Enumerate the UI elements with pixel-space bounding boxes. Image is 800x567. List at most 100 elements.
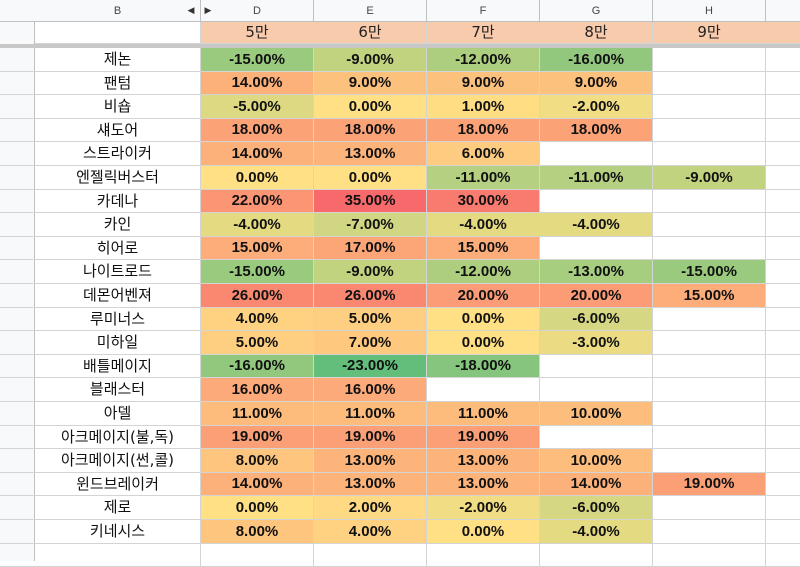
empty-cell[interactable] bbox=[653, 308, 766, 331]
value-cell[interactable]: 0.00% bbox=[427, 331, 540, 355]
value-cell[interactable]: 4.00% bbox=[201, 308, 314, 331]
value-cell[interactable]: 19.00% bbox=[201, 426, 314, 449]
value-cell[interactable]: 13.00% bbox=[427, 449, 540, 473]
empty-cell[interactable] bbox=[540, 426, 653, 449]
row-header[interactable] bbox=[0, 544, 35, 567]
value-cell[interactable]: 19.00% bbox=[427, 426, 540, 449]
row-header[interactable] bbox=[0, 48, 35, 72]
row-header[interactable] bbox=[0, 72, 35, 95]
class-name-cell[interactable]: 나이트로드 bbox=[35, 260, 201, 284]
value-cell[interactable]: 19.00% bbox=[314, 426, 427, 449]
header-extra-cell[interactable] bbox=[766, 22, 800, 44]
value-cell[interactable]: 18.00% bbox=[314, 119, 427, 142]
row-header[interactable] bbox=[0, 378, 35, 402]
value-cell[interactable]: -2.00% bbox=[427, 496, 540, 520]
value-cell[interactable]: -18.00% bbox=[427, 355, 540, 378]
value-cell[interactable]: 35.00% bbox=[314, 190, 427, 213]
value-cell[interactable]: -23.00% bbox=[314, 355, 427, 378]
column-header-d[interactable]: D bbox=[201, 0, 314, 22]
row-header[interactable] bbox=[0, 402, 35, 426]
value-cell[interactable]: 14.00% bbox=[201, 72, 314, 95]
empty-cell[interactable] bbox=[766, 284, 800, 308]
value-cell[interactable]: 5.00% bbox=[314, 308, 427, 331]
empty-cell[interactable] bbox=[540, 237, 653, 260]
value-cell[interactable]: -15.00% bbox=[653, 260, 766, 284]
empty-cell[interactable] bbox=[766, 520, 800, 544]
value-cell[interactable]: 18.00% bbox=[540, 119, 653, 142]
value-cell[interactable]: -12.00% bbox=[427, 260, 540, 284]
column-header-f[interactable]: F bbox=[427, 0, 540, 22]
class-name-cell[interactable]: 제논 bbox=[35, 48, 201, 72]
scroll-left-icon[interactable]: ◀ bbox=[187, 6, 195, 16]
value-cell[interactable]: 1.00% bbox=[427, 95, 540, 119]
value-cell[interactable]: 6.00% bbox=[427, 142, 540, 166]
value-cell[interactable]: -4.00% bbox=[540, 213, 653, 237]
empty-cell[interactable] bbox=[427, 378, 540, 402]
value-cell[interactable]: 4.00% bbox=[314, 520, 427, 544]
empty-cell[interactable] bbox=[35, 544, 201, 567]
class-name-cell[interactable]: 데몬어벤져 bbox=[35, 284, 201, 308]
empty-cell[interactable] bbox=[766, 355, 800, 378]
empty-cell[interactable] bbox=[766, 378, 800, 402]
empty-cell[interactable] bbox=[766, 449, 800, 473]
value-cell[interactable]: -9.00% bbox=[653, 166, 766, 190]
value-cell[interactable]: 11.00% bbox=[427, 402, 540, 426]
empty-cell[interactable] bbox=[314, 544, 427, 567]
value-cell[interactable]: 18.00% bbox=[427, 119, 540, 142]
row-header[interactable] bbox=[0, 426, 35, 449]
row-header-column[interactable] bbox=[0, 22, 35, 561]
value-cell[interactable]: 26.00% bbox=[201, 284, 314, 308]
value-cell[interactable]: 14.00% bbox=[201, 142, 314, 166]
value-cell[interactable]: -11.00% bbox=[427, 166, 540, 190]
tier-header-cell[interactable]: 5만 bbox=[201, 22, 314, 44]
row-header[interactable] bbox=[0, 166, 35, 190]
frozen-row-divider[interactable] bbox=[0, 44, 800, 48]
value-cell[interactable]: 9.00% bbox=[314, 72, 427, 95]
value-cell[interactable]: -9.00% bbox=[314, 48, 427, 72]
value-cell[interactable]: 13.00% bbox=[427, 473, 540, 496]
value-cell[interactable]: 16.00% bbox=[314, 378, 427, 402]
tier-header-cell[interactable]: 8만 bbox=[540, 22, 653, 44]
class-name-cell[interactable]: 아델 bbox=[35, 402, 201, 426]
class-name-cell[interactable]: 카인 bbox=[35, 213, 201, 237]
class-name-cell[interactable]: 엔젤릭버스터 bbox=[35, 166, 201, 190]
value-cell[interactable]: 0.00% bbox=[314, 95, 427, 119]
empty-cell[interactable] bbox=[653, 544, 766, 567]
row-header[interactable] bbox=[0, 331, 35, 355]
row-header[interactable] bbox=[0, 355, 35, 378]
value-cell[interactable]: 20.00% bbox=[427, 284, 540, 308]
row-header[interactable] bbox=[0, 496, 35, 520]
empty-cell[interactable] bbox=[653, 355, 766, 378]
value-cell[interactable]: 0.00% bbox=[427, 308, 540, 331]
empty-cell[interactable] bbox=[766, 260, 800, 284]
empty-cell[interactable] bbox=[653, 190, 766, 213]
value-cell[interactable]: 13.00% bbox=[314, 142, 427, 166]
empty-cell[interactable] bbox=[653, 119, 766, 142]
value-cell[interactable]: -16.00% bbox=[540, 48, 653, 72]
empty-cell[interactable] bbox=[766, 473, 800, 496]
row-header[interactable] bbox=[0, 213, 35, 237]
empty-cell[interactable] bbox=[201, 544, 314, 567]
row-header[interactable] bbox=[0, 308, 35, 331]
class-name-cell[interactable]: 아크메이지(불,독) bbox=[35, 426, 201, 449]
value-cell[interactable]: -6.00% bbox=[540, 308, 653, 331]
value-cell[interactable]: -9.00% bbox=[314, 260, 427, 284]
class-name-cell[interactable]: 아크메이지(썬,콜) bbox=[35, 449, 201, 473]
row-header[interactable] bbox=[0, 237, 35, 260]
class-name-cell[interactable]: 스트라이커 bbox=[35, 142, 201, 166]
empty-cell[interactable] bbox=[766, 95, 800, 119]
empty-cell[interactable] bbox=[766, 213, 800, 237]
empty-cell[interactable] bbox=[766, 48, 800, 72]
value-cell[interactable]: 0.00% bbox=[201, 166, 314, 190]
empty-cell[interactable] bbox=[766, 72, 800, 95]
value-cell[interactable]: -6.00% bbox=[540, 496, 653, 520]
class-name-cell[interactable]: 키네시스 bbox=[35, 520, 201, 544]
empty-cell[interactable] bbox=[766, 402, 800, 426]
value-cell[interactable]: 20.00% bbox=[540, 284, 653, 308]
row-header[interactable] bbox=[0, 284, 35, 308]
value-cell[interactable]: 22.00% bbox=[201, 190, 314, 213]
empty-cell[interactable] bbox=[653, 72, 766, 95]
value-cell[interactable]: 0.00% bbox=[427, 520, 540, 544]
row-header[interactable] bbox=[0, 142, 35, 166]
class-name-cell[interactable]: 제로 bbox=[35, 496, 201, 520]
